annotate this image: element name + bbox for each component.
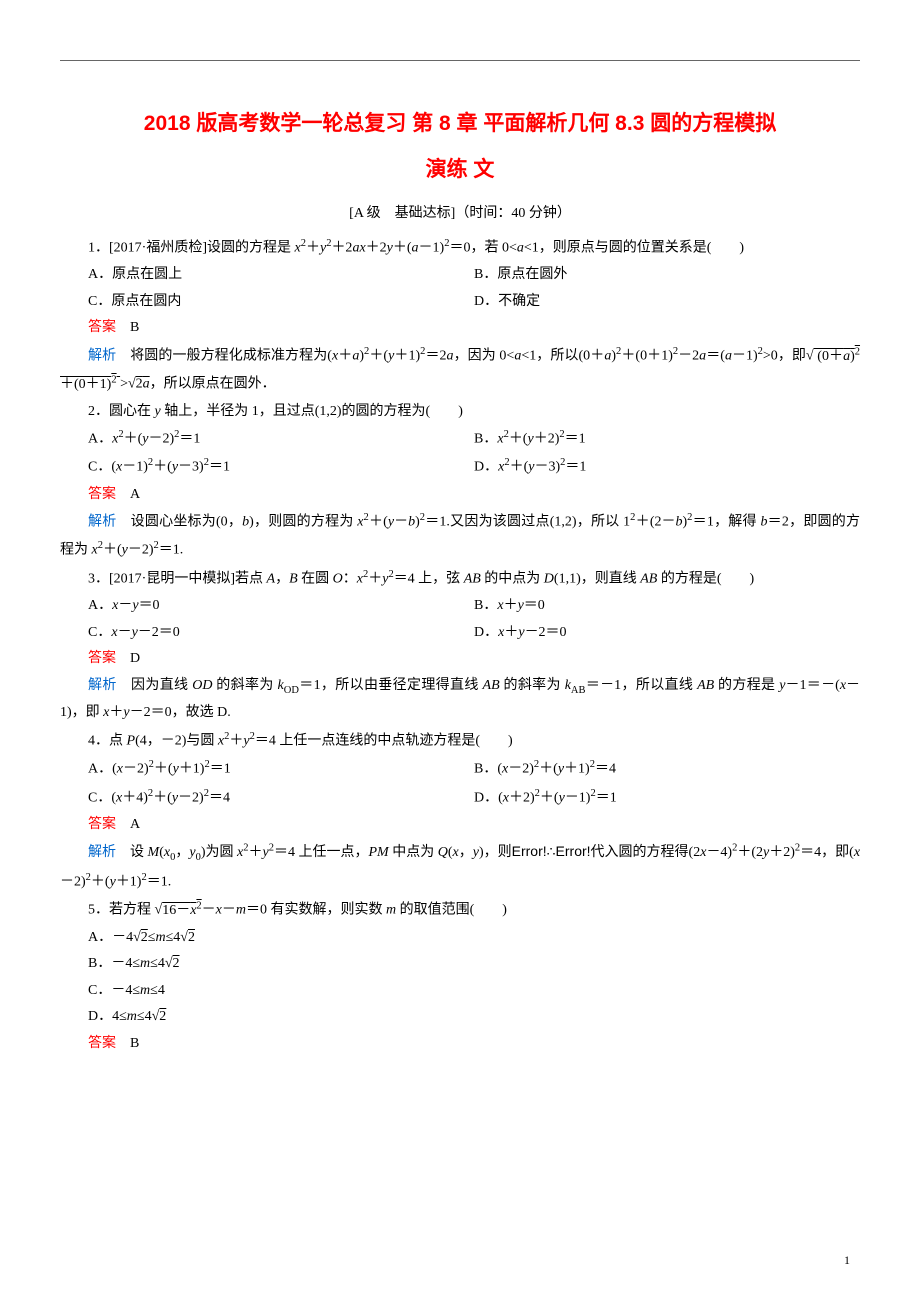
page-number: 1 bbox=[844, 1249, 850, 1272]
q1-answer-value: B bbox=[130, 320, 139, 335]
q4-opt-c: C．(x＋4)2＋(y－2)2＝4 bbox=[88, 784, 474, 812]
q4-stem: 4．点 P(4，－2)与圆 x2＋y2＝4 上任一点连线的中点轨迹方程是( ) bbox=[60, 727, 860, 755]
q5-answer: 答案 B bbox=[60, 1031, 860, 1058]
error-text: Error! bbox=[556, 843, 591, 859]
q4-opt-d: D．(x＋2)2＋(y－1)2＝1 bbox=[474, 784, 860, 812]
q4-opt-a: A．(x－2)2＋(y＋1)2＝1 bbox=[88, 755, 474, 783]
q3-opt-a: A．x－y＝0 bbox=[88, 593, 474, 620]
explain-label: 解析 bbox=[88, 678, 117, 693]
q3-answer-value: D bbox=[130, 651, 140, 666]
q4-answer: 答案 A bbox=[60, 812, 860, 839]
q1-opt-c: C．原点在圆内 bbox=[88, 289, 474, 316]
q2-explain: 解析 设圆心坐标为(0，b)，则圆的方程为 x2＋(y－b)2＝1.又因为该圆过… bbox=[60, 508, 860, 565]
title-line-2: 演练 文 bbox=[60, 147, 860, 193]
explain-label: 解析 bbox=[88, 515, 116, 530]
error-text: Error! bbox=[512, 843, 547, 859]
q3-stem: 3．[2017·昆明一中模拟]若点 A，B 在圆 O：x2＋y2＝4 上，弦 A… bbox=[60, 565, 860, 593]
answer-label: 答案 bbox=[88, 651, 116, 666]
answer-label: 答案 bbox=[88, 817, 116, 832]
doc-title: 2018 版高考数学一轮总复习 第 8 章 平面解析几何 8.3 圆的方程模拟 … bbox=[60, 101, 860, 193]
q1-opt-d: D．不确定 bbox=[474, 289, 860, 316]
q5-stem: 5．若方程 √16－x2－x－m＝0 有实数解，则实数 m 的取值范围( ) bbox=[60, 896, 860, 924]
q5-opt-c: C．－4≤m≤4 bbox=[88, 978, 860, 1005]
q2-answer-value: A bbox=[130, 487, 140, 502]
q2-opt-a: A．x2＋(y－2)2＝1 bbox=[88, 425, 474, 453]
q1-options: A．原点在圆上 B．原点在圆外 C．原点在圆内 D．不确定 bbox=[60, 262, 860, 315]
q5-opt-a: A．－4√2≤m≤4√2 bbox=[88, 925, 860, 952]
explain-label: 解析 bbox=[88, 349, 116, 364]
q3-explain: 解析 因为直线 OD 的斜率为 kOD＝1，所以由垂径定理得直线 AB 的斜率为… bbox=[60, 673, 860, 727]
q3-answer: 答案 D bbox=[60, 646, 860, 673]
q1-stem: 1．[2017·福州质检]设圆的方程是 x2＋y2＋2ax＋2y＋(a－1)2＝… bbox=[60, 234, 860, 262]
therefore-symbol: ∴ bbox=[547, 845, 556, 860]
q5-options: A．－4√2≤m≤4√2 B．－4≤m≤4√2 C．－4≤m≤4 D．4≤m≤4… bbox=[60, 925, 860, 1031]
q5-answer-value: B bbox=[130, 1036, 139, 1051]
answer-label: 答案 bbox=[88, 1036, 116, 1051]
q3-opt-b: B．x＋y＝0 bbox=[474, 593, 860, 620]
q3-options: A．x－y＝0 B．x＋y＝0 C．x－y－2＝0 D．x＋y－2＝0 bbox=[60, 593, 860, 646]
q4-opt-b: B．(x－2)2＋(y＋1)2＝4 bbox=[474, 755, 860, 783]
q2-answer: 答案 A bbox=[60, 482, 860, 509]
q3-opt-d: D．x＋y－2＝0 bbox=[474, 620, 860, 647]
q4-options: A．(x－2)2＋(y＋1)2＝1 B．(x－2)2＋(y＋1)2＝4 C．(x… bbox=[60, 755, 860, 812]
q1-explain: 解析 将圆的一般方程化成标准方程为(x＋a)2＋(y＋1)2＝2a，因为 0<a… bbox=[60, 342, 860, 399]
q1-opt-b: B．原点在圆外 bbox=[474, 262, 860, 289]
answer-label: 答案 bbox=[88, 487, 116, 502]
q1-opt-a: A．原点在圆上 bbox=[88, 262, 474, 289]
q3-opt-c: C．x－y－2＝0 bbox=[88, 620, 474, 647]
title-line-1: 2018 版高考数学一轮总复习 第 8 章 平面解析几何 8.3 圆的方程模拟 bbox=[60, 101, 860, 147]
answer-label: 答案 bbox=[88, 320, 116, 335]
q5-opt-d: D．4≤m≤4√2 bbox=[88, 1004, 860, 1031]
top-rule bbox=[60, 60, 860, 61]
q5-opt-b: B．－4≤m≤4√2 bbox=[88, 951, 860, 978]
level-header: [A 级 基础达标]（时间：40 分钟） bbox=[60, 201, 860, 228]
q2-options: A．x2＋(y－2)2＝1 B．x2＋(y＋2)2＝1 C．(x－1)2＋(y－… bbox=[60, 425, 860, 482]
explain-label: 解析 bbox=[88, 845, 116, 860]
q4-explain: 解析 设 M(x0，y0)为圆 x2＋y2＝4 上任一点，PM 中点为 Q(x，… bbox=[60, 838, 860, 896]
q2-stem: 2．圆心在 y 轴上，半径为 1，且过点(1,2)的圆的方程为( ) bbox=[60, 399, 860, 426]
q1-answer: 答案 B bbox=[60, 315, 860, 342]
q2-opt-d: D．x2＋(y－3)2＝1 bbox=[474, 453, 860, 481]
q2-opt-b: B．x2＋(y＋2)2＝1 bbox=[474, 425, 860, 453]
q4-answer-value: A bbox=[130, 817, 140, 832]
q2-opt-c: C．(x－1)2＋(y－3)2＝1 bbox=[88, 453, 474, 481]
